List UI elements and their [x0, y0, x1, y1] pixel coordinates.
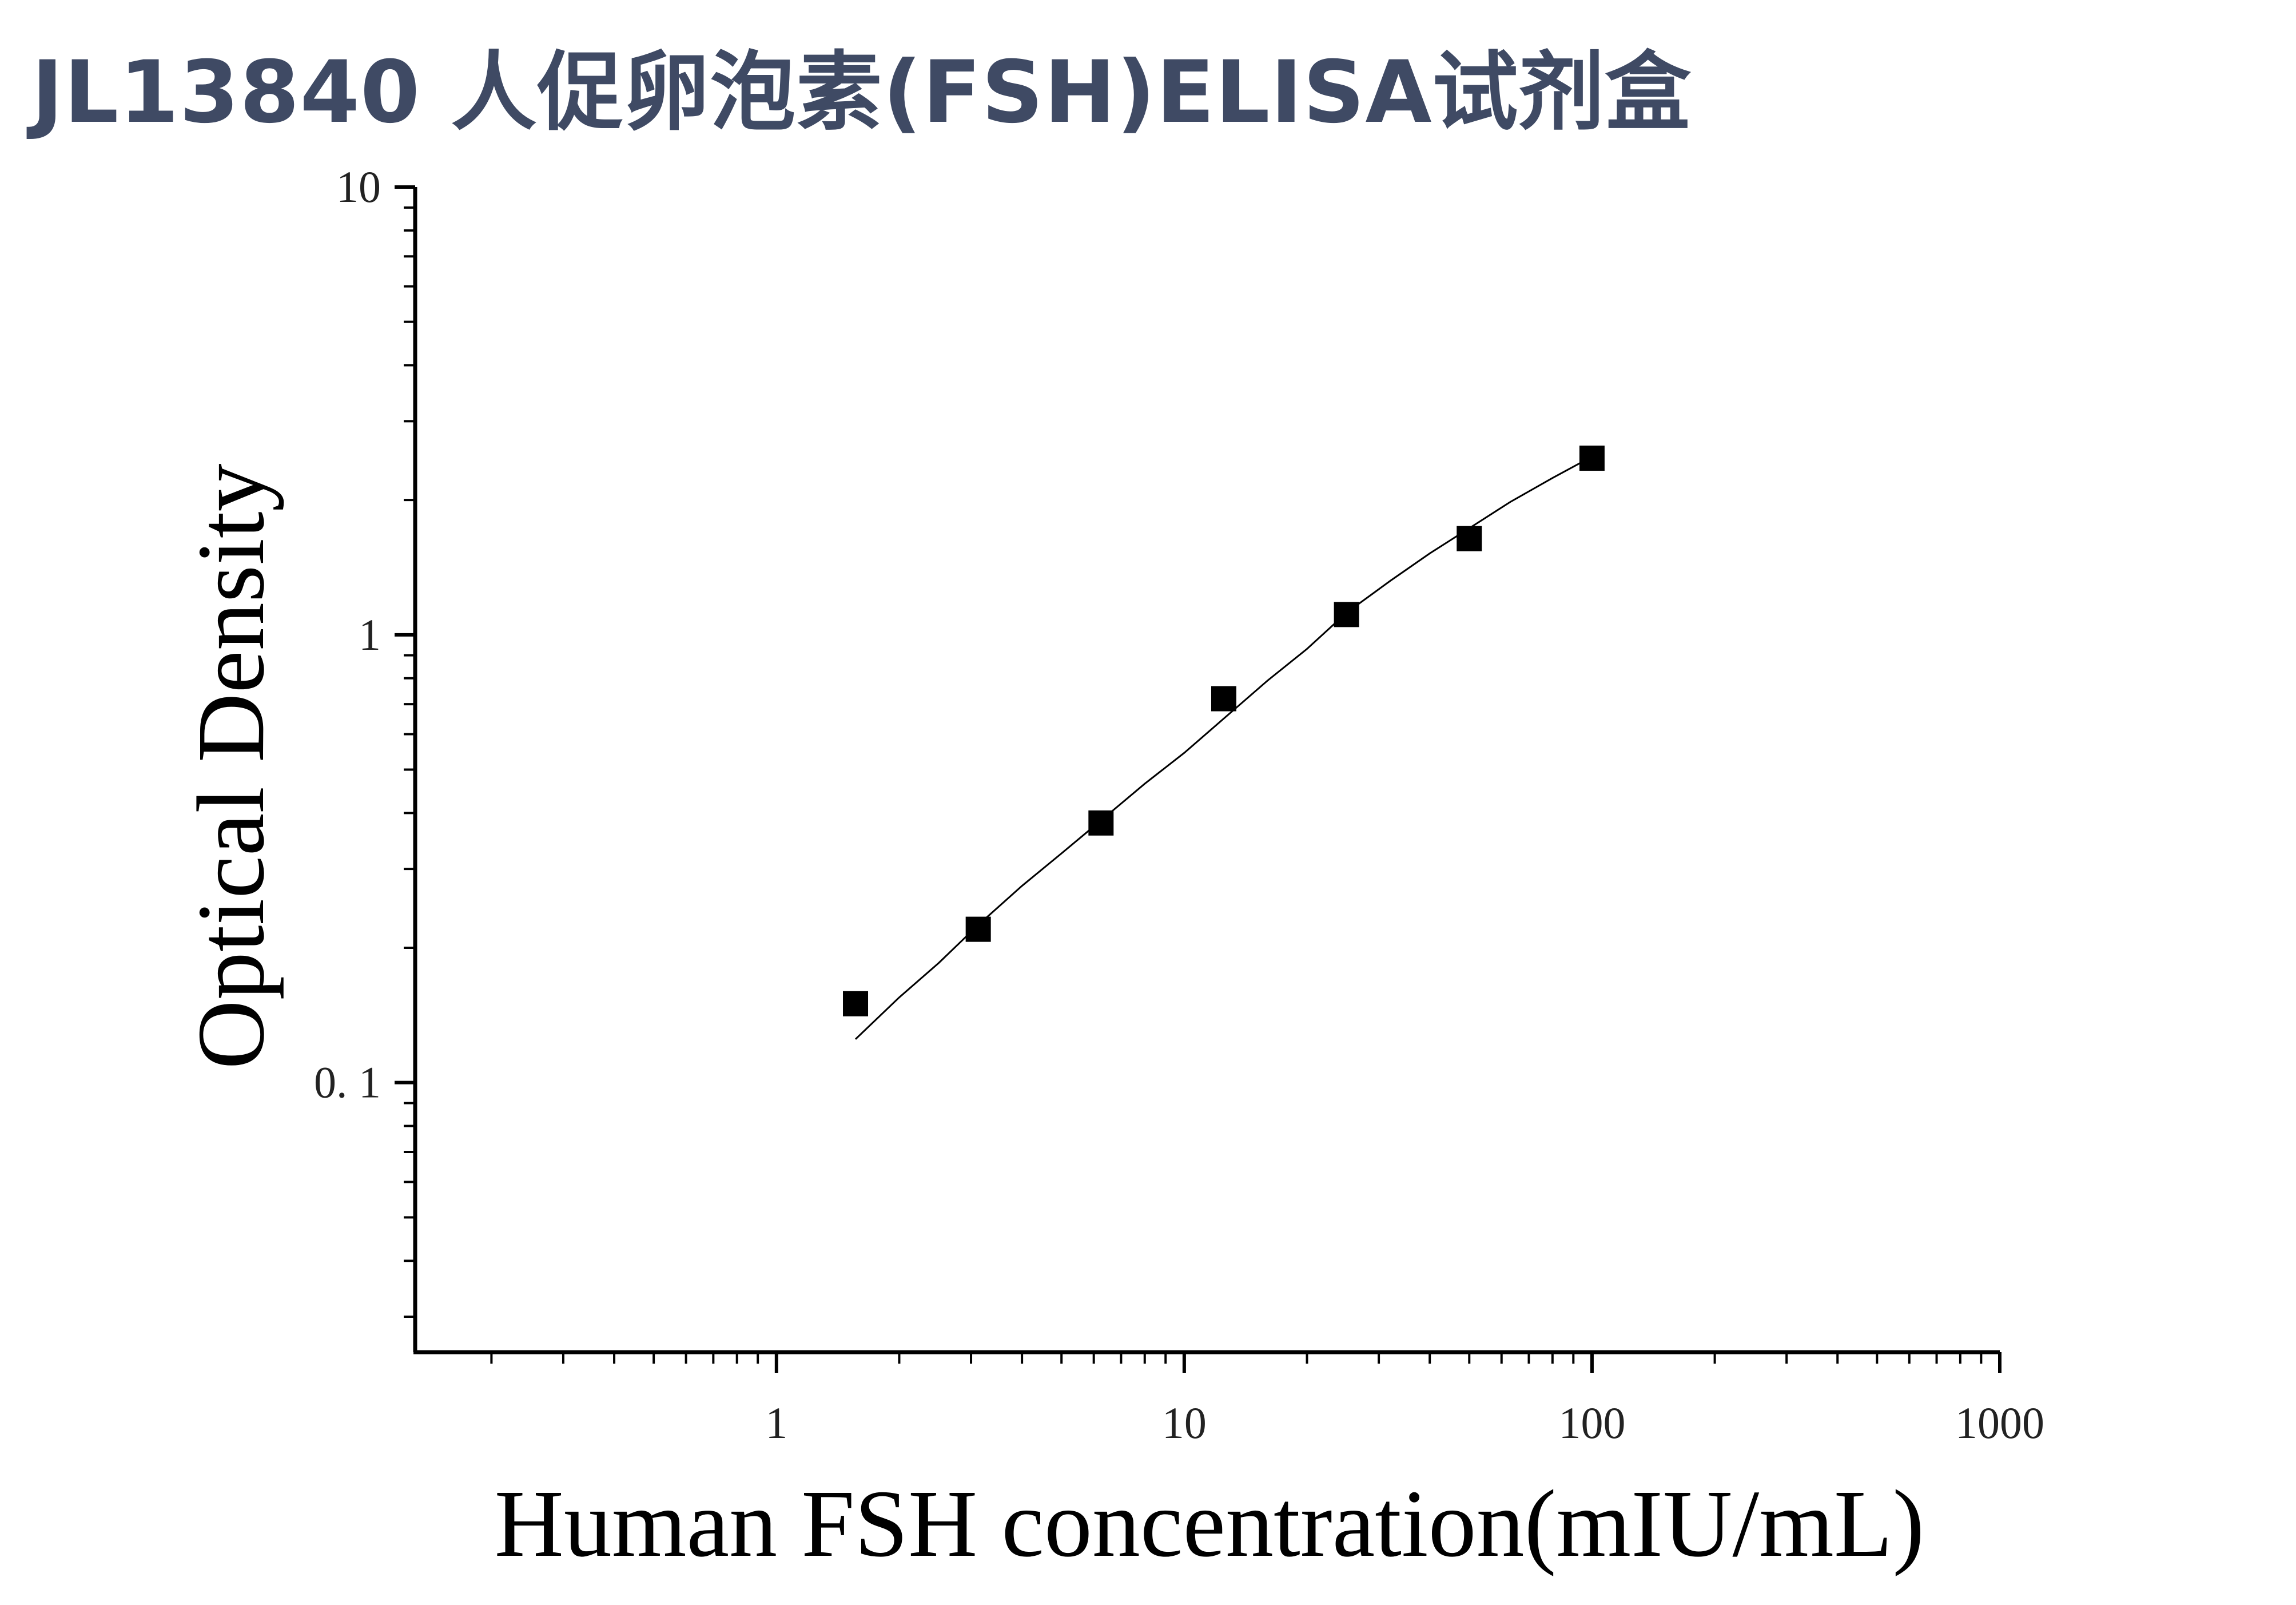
y-axis-title: Optical Density	[178, 463, 284, 1069]
data-point	[1457, 526, 1482, 551]
data-point	[965, 916, 991, 942]
data-point	[843, 991, 869, 1016]
data-point	[1579, 446, 1605, 471]
x-tick-label: 10	[1162, 1398, 1207, 1448]
y-tick-label: 0. 1	[314, 1058, 381, 1107]
data-point	[1211, 686, 1236, 712]
y-tick-label: 10	[336, 162, 381, 212]
data-point	[1088, 810, 1114, 836]
page-title: JL13840 人促卵泡素(FSH)ELISA试剂盒	[31, 43, 1692, 142]
x-tick-label: 1	[765, 1398, 787, 1448]
data-point	[1334, 602, 1359, 627]
data-points	[843, 446, 1605, 1016]
x-tick-label: 100	[1558, 1398, 1625, 1448]
y-tick-label: 1	[359, 610, 381, 660]
chart-axes: 1 10 100 1000 0. 1 1 10	[314, 162, 2044, 1448]
x-axis-title: Human FSH concentration(mIU/mL)	[495, 1471, 1925, 1577]
x-tick-label: 1000	[1955, 1398, 2044, 1448]
